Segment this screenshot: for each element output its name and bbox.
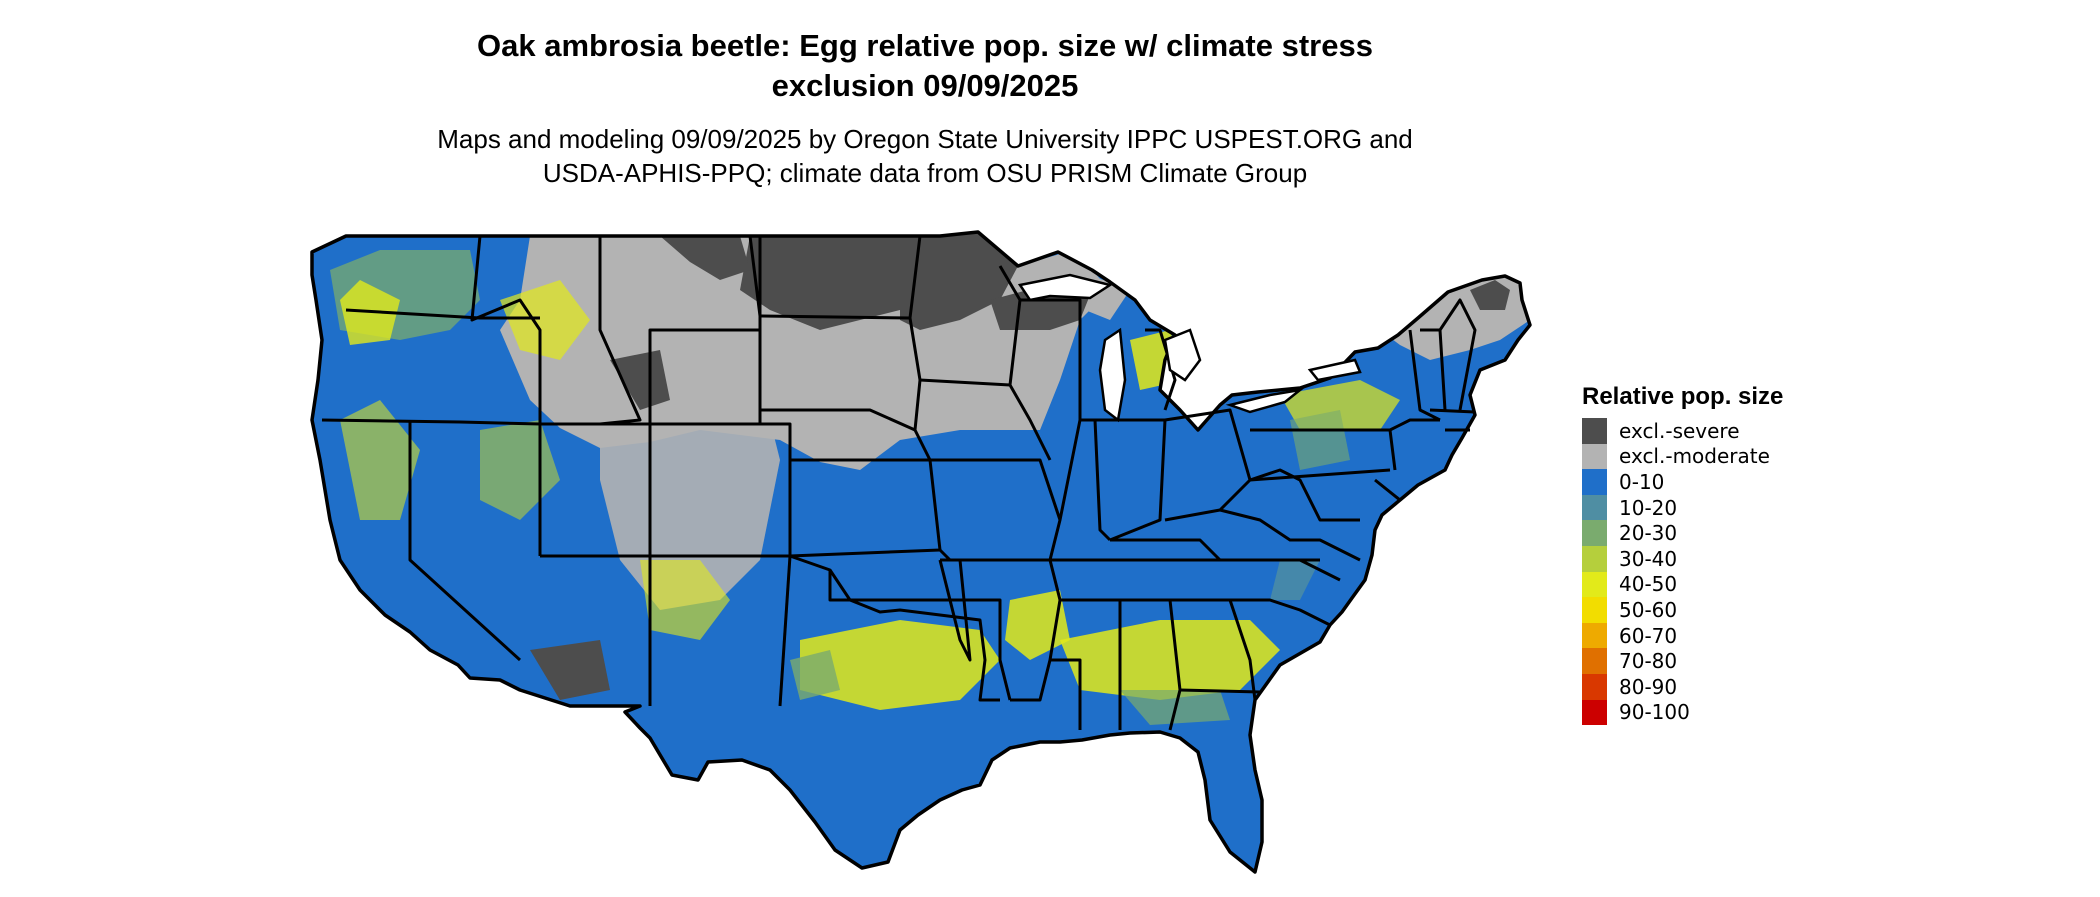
legend-title: Relative pop. size (1582, 383, 1784, 410)
lake-superior (1017, 273, 1114, 302)
legend-item: 80-90 (1582, 673, 1783, 700)
legend-swatch (1582, 520, 1607, 546)
legend-item: excl.-moderate (1582, 443, 1783, 470)
map-title: Oak ambrosia beetle: Egg relative pop. s… (300, 26, 1550, 106)
legend-label: 20-30 (1619, 521, 1678, 546)
legend-label: 50-60 (1619, 597, 1678, 622)
legend-swatch (1582, 443, 1607, 470)
excl-severe-maine (1470, 280, 1510, 310)
excl-severe-idaho-wy (610, 350, 670, 410)
legend-item: 60-70 (1582, 622, 1783, 649)
legend-item: 30-40 (1582, 545, 1783, 572)
subtitle-line-1: Maps and modeling 09/09/2025 by Oregon S… (437, 124, 1413, 154)
legend-label: 0-10 (1619, 469, 1665, 494)
great-lakes (1017, 273, 1362, 423)
lake-erie (1225, 387, 1305, 414)
legend-swatch (1582, 418, 1607, 444)
legend-swatch (1582, 699, 1607, 726)
band-az-nm-yellow (640, 560, 730, 640)
legend-item: excl.-severe (1582, 418, 1783, 444)
band-gulf-south-yellow (1060, 620, 1280, 700)
map-subtitle: Maps and modeling 09/09/2025 by Oregon S… (300, 122, 1550, 190)
lake-michigan (1098, 327, 1127, 423)
legend-label: 80-90 (1619, 674, 1678, 699)
legend-label: excl.-moderate (1619, 444, 1770, 469)
legend-label: 90-100 (1619, 700, 1690, 725)
legend-label: 70-80 (1619, 649, 1678, 674)
legend-swatch (1582, 571, 1607, 598)
legend-item: 10-20 (1582, 494, 1783, 521)
legend-label: excl.-severe (1619, 418, 1740, 443)
legend-item: 90-100 (1582, 699, 1783, 726)
state-borders (310, 230, 1532, 874)
band-texas-yellow (800, 620, 1000, 710)
excl-moderate-rockies (600, 350, 780, 610)
legend-items: excl.-severe excl.-moderate 0-10 10-20 20-30… (1582, 418, 1783, 726)
legend-label: 10-20 (1619, 495, 1678, 520)
legend-label: 60-70 (1619, 623, 1678, 648)
legend-label: 40-50 (1619, 572, 1678, 597)
legend-item: 0-10 (1582, 469, 1783, 495)
lake-ontario (1307, 358, 1362, 382)
legend-swatch (1582, 494, 1607, 521)
legend-swatch (1582, 545, 1607, 572)
legend-swatch (1582, 673, 1607, 700)
legend-swatch (1582, 469, 1607, 495)
band-carolina-teal (1270, 560, 1320, 600)
excl-severe-arizona (530, 640, 610, 700)
band-california-yellow (340, 400, 420, 520)
excl-severe-montana (660, 236, 750, 280)
legend-item: 40-50 (1582, 571, 1783, 598)
legend-item: 50-60 (1582, 597, 1783, 623)
excl-severe-north-dakota (740, 236, 900, 330)
legend-swatch (1582, 597, 1607, 623)
title-line-2: exclusion 09/09/2025 (771, 68, 1079, 103)
subtitle-line-2: USDA-APHIS-PPQ; climate data from OSU PR… (542, 158, 1308, 188)
excl-severe-minnesota (900, 232, 1018, 330)
legend-item: 20-30 (1582, 520, 1783, 546)
band-texas-green (790, 650, 840, 700)
legend-swatch (1582, 622, 1607, 649)
legend-swatch (1582, 648, 1607, 674)
lake-huron (1163, 328, 1202, 382)
legend-item: 70-80 (1582, 648, 1783, 674)
title-line-1: Oak ambrosia beetle: Egg relative pop. s… (477, 28, 1373, 63)
band-penn-green (1290, 410, 1350, 470)
legend-label: 30-40 (1619, 546, 1678, 571)
legend: Relative pop. size excl.-severe excl.-mod… (1582, 382, 1784, 726)
band-idaho-yellow (500, 280, 590, 360)
